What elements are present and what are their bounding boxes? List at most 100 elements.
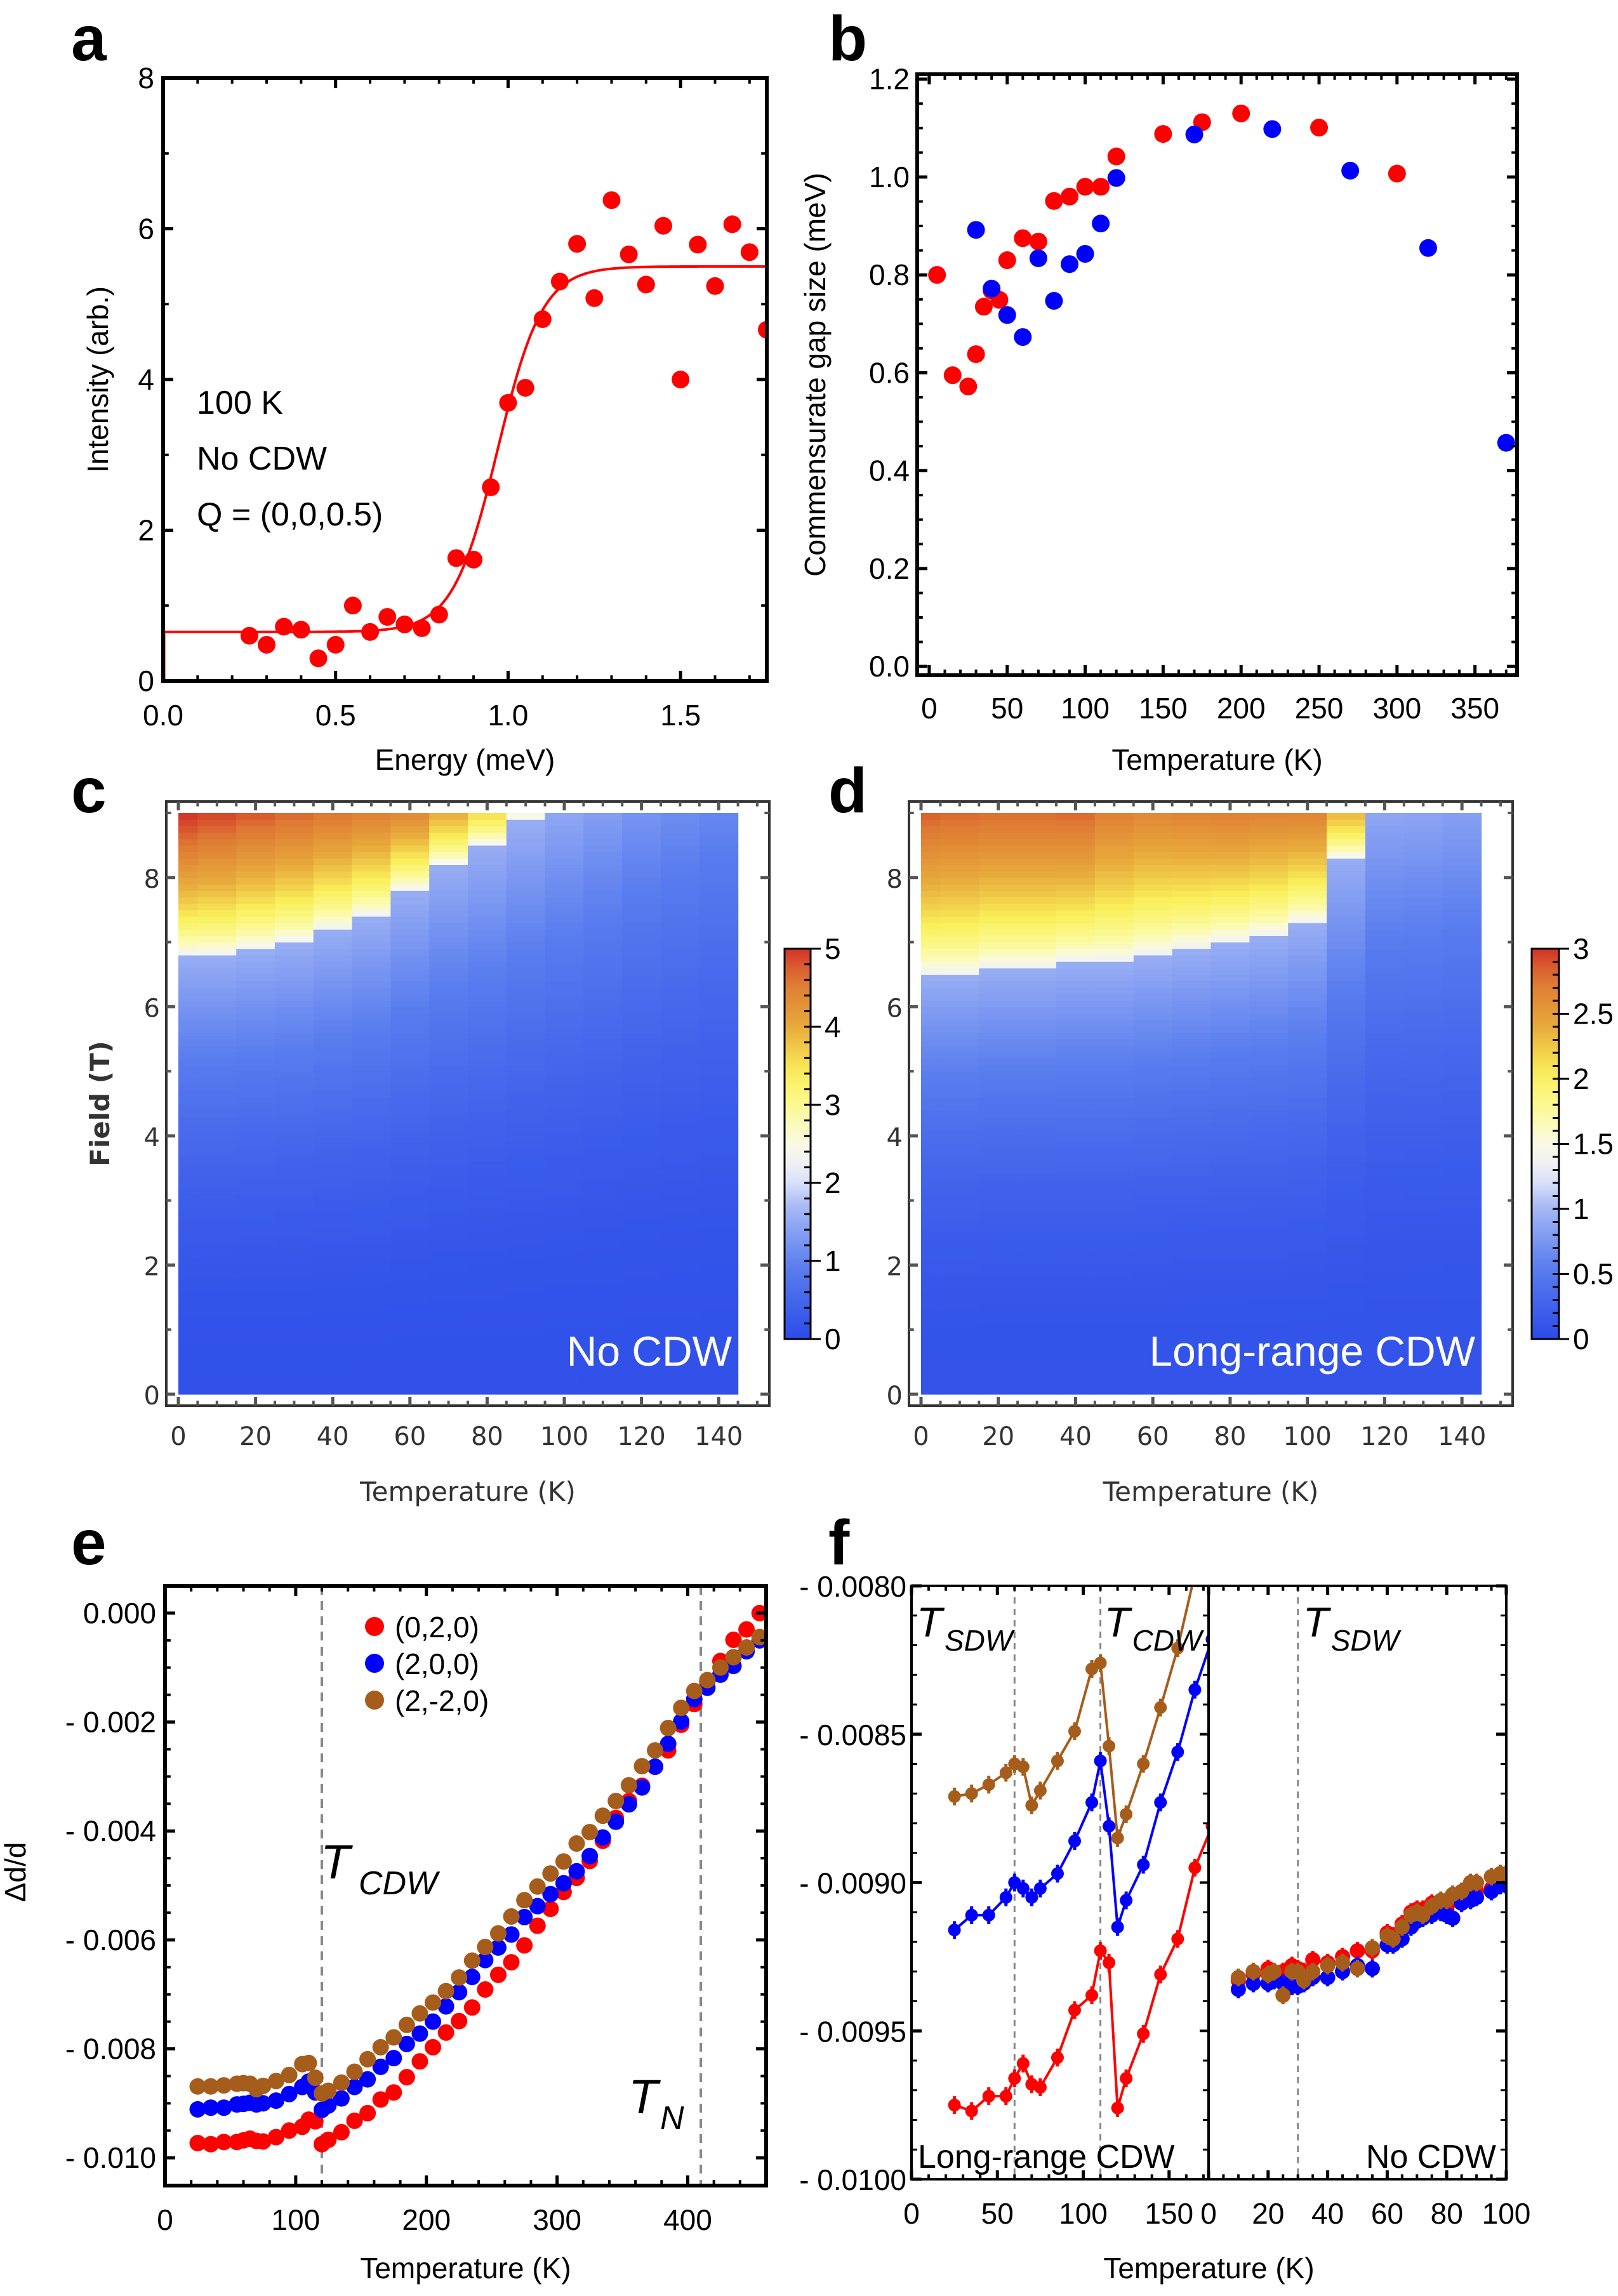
- heatmap-cell: [236, 1232, 275, 1240]
- heatmap-cell: [699, 1006, 739, 1014]
- heatmap-cell: [921, 1355, 941, 1362]
- heatmap-cell: [1327, 909, 1366, 917]
- heatmap-cell: [1210, 916, 1250, 923]
- heatmap-cell: [583, 1123, 623, 1130]
- heatmap-cell: [583, 909, 623, 917]
- heatmap-cell: [1249, 1342, 1289, 1350]
- data-point-blue: [1419, 239, 1437, 257]
- heatmap-cell: [1249, 968, 1289, 975]
- heatmap-cell: [1442, 1271, 1482, 1279]
- heatmap-cell: [979, 929, 1018, 936]
- heatmap-cell: [352, 961, 391, 968]
- heatmap-cell: [1365, 923, 1405, 930]
- heatmap-cell: [1288, 942, 1327, 949]
- heatmap-cell: [1327, 1362, 1366, 1369]
- heatmap-cell: [313, 961, 353, 968]
- heatmap-cell: [390, 1245, 430, 1253]
- heatmap-cell: [506, 871, 546, 878]
- heatmap-cell: [506, 819, 546, 826]
- heatmap-cell: [178, 1200, 198, 1208]
- heatmap-cell: [390, 1071, 430, 1078]
- heatmap-cell: [661, 1000, 700, 1007]
- data-point: [292, 621, 310, 639]
- heatmap-cell: [1442, 1381, 1482, 1389]
- heatmap-cell: [352, 884, 391, 891]
- heatmap-cell: [1249, 948, 1289, 956]
- heatmap-cell: [390, 1116, 430, 1124]
- heatmap-cell: [1133, 968, 1173, 975]
- heatmap-cell: [1442, 954, 1482, 962]
- heatmap-cell: [1018, 1097, 1057, 1104]
- heatmap-cell: [1094, 942, 1134, 949]
- heatmap-cell: [545, 1316, 584, 1324]
- heatmap-cell: [1249, 935, 1289, 943]
- heatmap-cell: [1210, 929, 1250, 936]
- heatmap-cell: [506, 1161, 546, 1169]
- heatmap-cell: [1133, 864, 1173, 872]
- heatmap-cell: [1288, 852, 1327, 859]
- heatmap-cell: [1133, 1206, 1173, 1214]
- heatmap-cell: [583, 1336, 623, 1343]
- heatmap-cell: [661, 897, 700, 904]
- heatmap-cell: [506, 1181, 546, 1188]
- heatmap-cell: [699, 852, 739, 859]
- data-point-(2,0,0): [189, 2101, 206, 2118]
- heatmap-cell: [1018, 1116, 1057, 1124]
- panel-f-left-xtick-label: 100: [1059, 2197, 1108, 2230]
- heatmap-cell: [622, 1090, 661, 1098]
- data-point-red: [1076, 178, 1094, 196]
- heatmap-cell: [921, 1142, 941, 1149]
- heatmap-cell: [1365, 916, 1405, 923]
- heatmap-cell: [940, 1252, 979, 1259]
- data-point-(2,0,0): [477, 1951, 494, 1969]
- heatmap-cell: [1288, 858, 1327, 865]
- heatmap-cell: [979, 916, 1018, 923]
- heatmap-cell: [1210, 1323, 1250, 1330]
- heatmap-cell: [1210, 1078, 1250, 1085]
- heatmap-cell: [1327, 1375, 1366, 1382]
- colorbar-tick-label: 2: [825, 1166, 841, 1199]
- heatmap-cell: [622, 871, 661, 878]
- heatmap-cell: [1172, 1187, 1212, 1195]
- heatmap-cell: [1018, 1045, 1057, 1053]
- panel-b-xtick-label: 300: [1372, 692, 1421, 725]
- heatmap-cell: [1288, 1175, 1327, 1182]
- heatmap-cell: [545, 871, 584, 878]
- heatmap-cell: [1210, 1349, 1250, 1356]
- heatmap-cell: [1210, 858, 1250, 865]
- heatmap-cell: [661, 1110, 700, 1117]
- heatmap-cell: [1056, 1078, 1096, 1085]
- heatmap-cell: [429, 1277, 468, 1285]
- heatmap-cell: [1249, 1310, 1289, 1317]
- heatmap-column: [1442, 813, 1482, 1395]
- heatmap-cell: [1094, 1194, 1134, 1201]
- heatmap-cell: [979, 1181, 1018, 1188]
- heatmap-cell: [1288, 994, 1327, 1001]
- heatmap-cell: [1210, 1271, 1250, 1279]
- heatmap-cell: [506, 1316, 546, 1324]
- heatmap-cell: [940, 1000, 979, 1007]
- heatmap-cell: [1249, 1362, 1289, 1369]
- heatmap-cell: [197, 1181, 237, 1188]
- heatmap-cell: [545, 1090, 584, 1098]
- heatmap-cell: [1210, 1104, 1250, 1111]
- heatmap-cell: [236, 845, 275, 852]
- heatmap-cell: [178, 1168, 198, 1175]
- heatmap-cell: [979, 1368, 1018, 1376]
- heatmap-cell: [940, 864, 979, 872]
- heatmap-cell: [940, 1071, 979, 1078]
- heatmap-cell: [545, 994, 584, 1001]
- heatmap-cell: [940, 858, 979, 865]
- data-point: [465, 550, 483, 569]
- heatmap-cell: [1056, 1104, 1096, 1111]
- heatmap-cell: [940, 1329, 979, 1336]
- heatmap-cell: [236, 909, 275, 917]
- heatmap-cell: [699, 1097, 739, 1104]
- heatmap-cell: [1403, 1090, 1443, 1098]
- heatmap-cell: [921, 1013, 941, 1020]
- data-point: [275, 617, 293, 636]
- data-point-(2,-2,0): [568, 1835, 585, 1852]
- heatmap-cell: [545, 852, 584, 859]
- heatmap-cell: [429, 1206, 468, 1214]
- heatmap-cell: [197, 890, 237, 897]
